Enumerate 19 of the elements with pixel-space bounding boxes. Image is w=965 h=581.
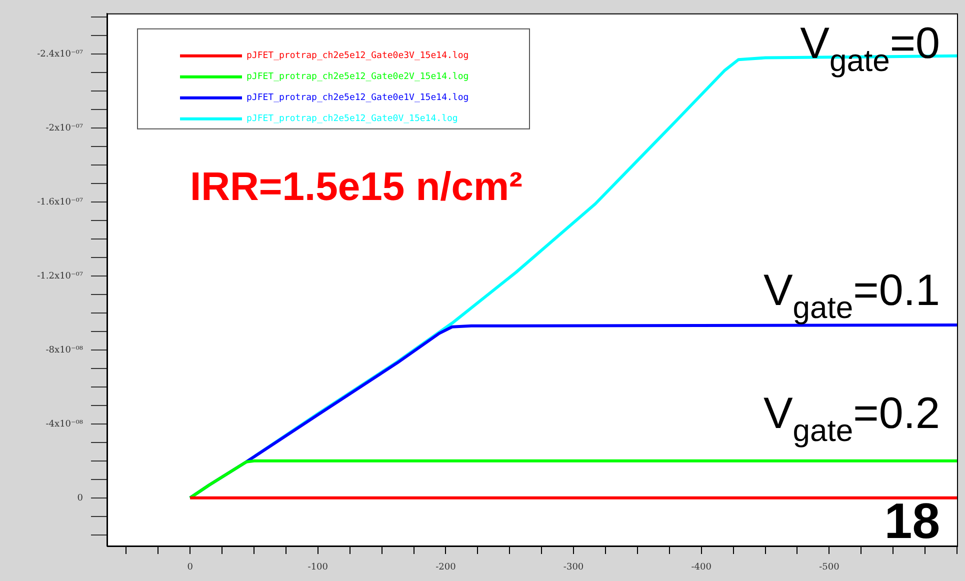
text: pJFET_protrap_ch2e5e12_Gate0e3V_15e14.log xyxy=(246,51,469,62)
x-tick-label: -400 xyxy=(691,562,712,573)
x-tick-label: -300 xyxy=(563,562,584,573)
y-tick-label: -8x10⁻⁰⁸ xyxy=(46,345,84,356)
y-tick-label: -4x10⁻⁰⁸ xyxy=(46,419,84,430)
x-tick-label: -500 xyxy=(819,562,840,573)
y-tick-label: -2x10⁻⁰⁷ xyxy=(46,123,84,134)
y-tick-label: -2.4x10⁻⁰⁷ xyxy=(37,49,84,60)
text: pJFET_protrap_ch2e5e12_Gate0e1V_15e14.log xyxy=(246,93,469,104)
annotation: IRR=1.5e15 n/cm² xyxy=(190,165,522,209)
y-tick-label: -1.2x10⁻⁰⁷ xyxy=(37,271,84,282)
y-tick-label: 0 xyxy=(77,493,84,504)
y-tick-label: -1.6x10⁻⁰⁷ xyxy=(37,197,84,208)
x-tick-label: -100 xyxy=(308,562,328,573)
text: pJFET_protrap_ch2e5e12_Gate0V_15e14.log xyxy=(246,114,458,124)
x-tick-label: -200 xyxy=(436,562,456,573)
annotation: 18 xyxy=(884,493,940,549)
text: pJFET_protrap_ch2e5e12_Gate0e2V_15e14.log xyxy=(246,72,469,82)
x-tick-label: 0 xyxy=(187,562,194,573)
